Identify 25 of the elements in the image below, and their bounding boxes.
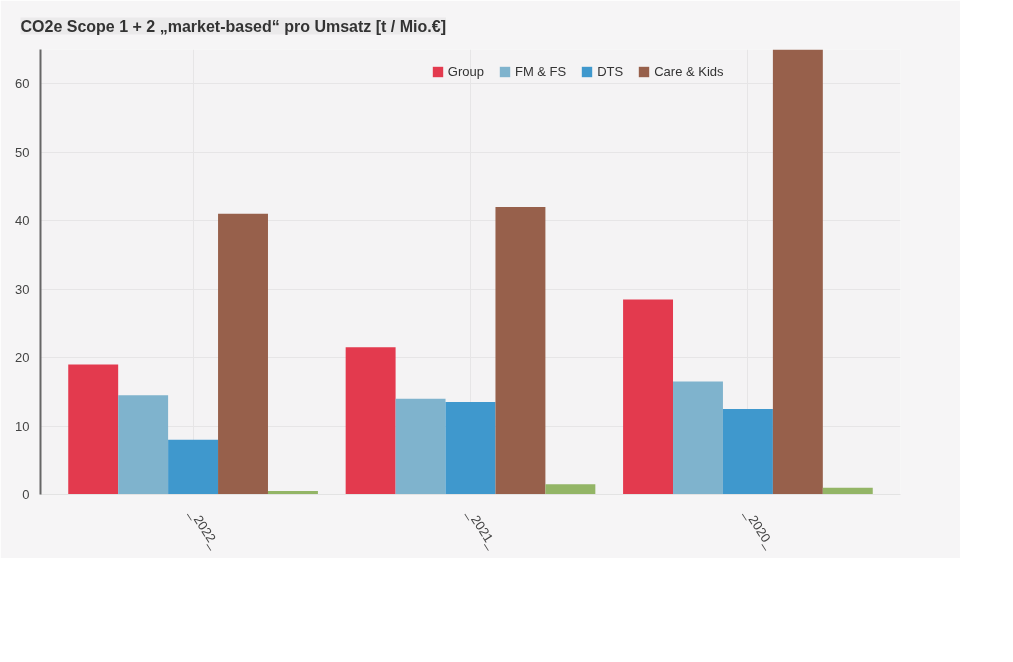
bar xyxy=(673,381,723,495)
legend-label: Group xyxy=(447,64,484,79)
bar xyxy=(218,213,268,495)
bar xyxy=(495,206,546,495)
bar xyxy=(395,398,446,495)
chart-title: CO2e Scope 1 + 2 „market-based“ pro Umsatz [t / Mio.€] xyxy=(20,17,446,35)
y-tick-label: 40 xyxy=(15,213,30,229)
legend-label: FM & FS xyxy=(514,64,567,79)
bar xyxy=(445,402,496,495)
bar xyxy=(68,364,119,495)
y-tick-label: 60 xyxy=(15,76,30,92)
bar xyxy=(545,484,596,495)
bar xyxy=(722,408,773,495)
y-tick-label: 30 xyxy=(15,281,30,297)
bar xyxy=(118,395,169,495)
y-tick-label: 50 xyxy=(15,144,30,160)
bar xyxy=(623,299,674,495)
y-tick-label: 20 xyxy=(15,350,30,366)
bar xyxy=(345,347,396,495)
legend-label: DTS xyxy=(597,64,624,79)
y-tick-label: 0 xyxy=(22,487,30,502)
legend-label: Care & Kids xyxy=(654,64,724,79)
bar xyxy=(772,49,823,495)
bar xyxy=(168,439,219,495)
y-tick-label: 10 xyxy=(15,418,30,434)
